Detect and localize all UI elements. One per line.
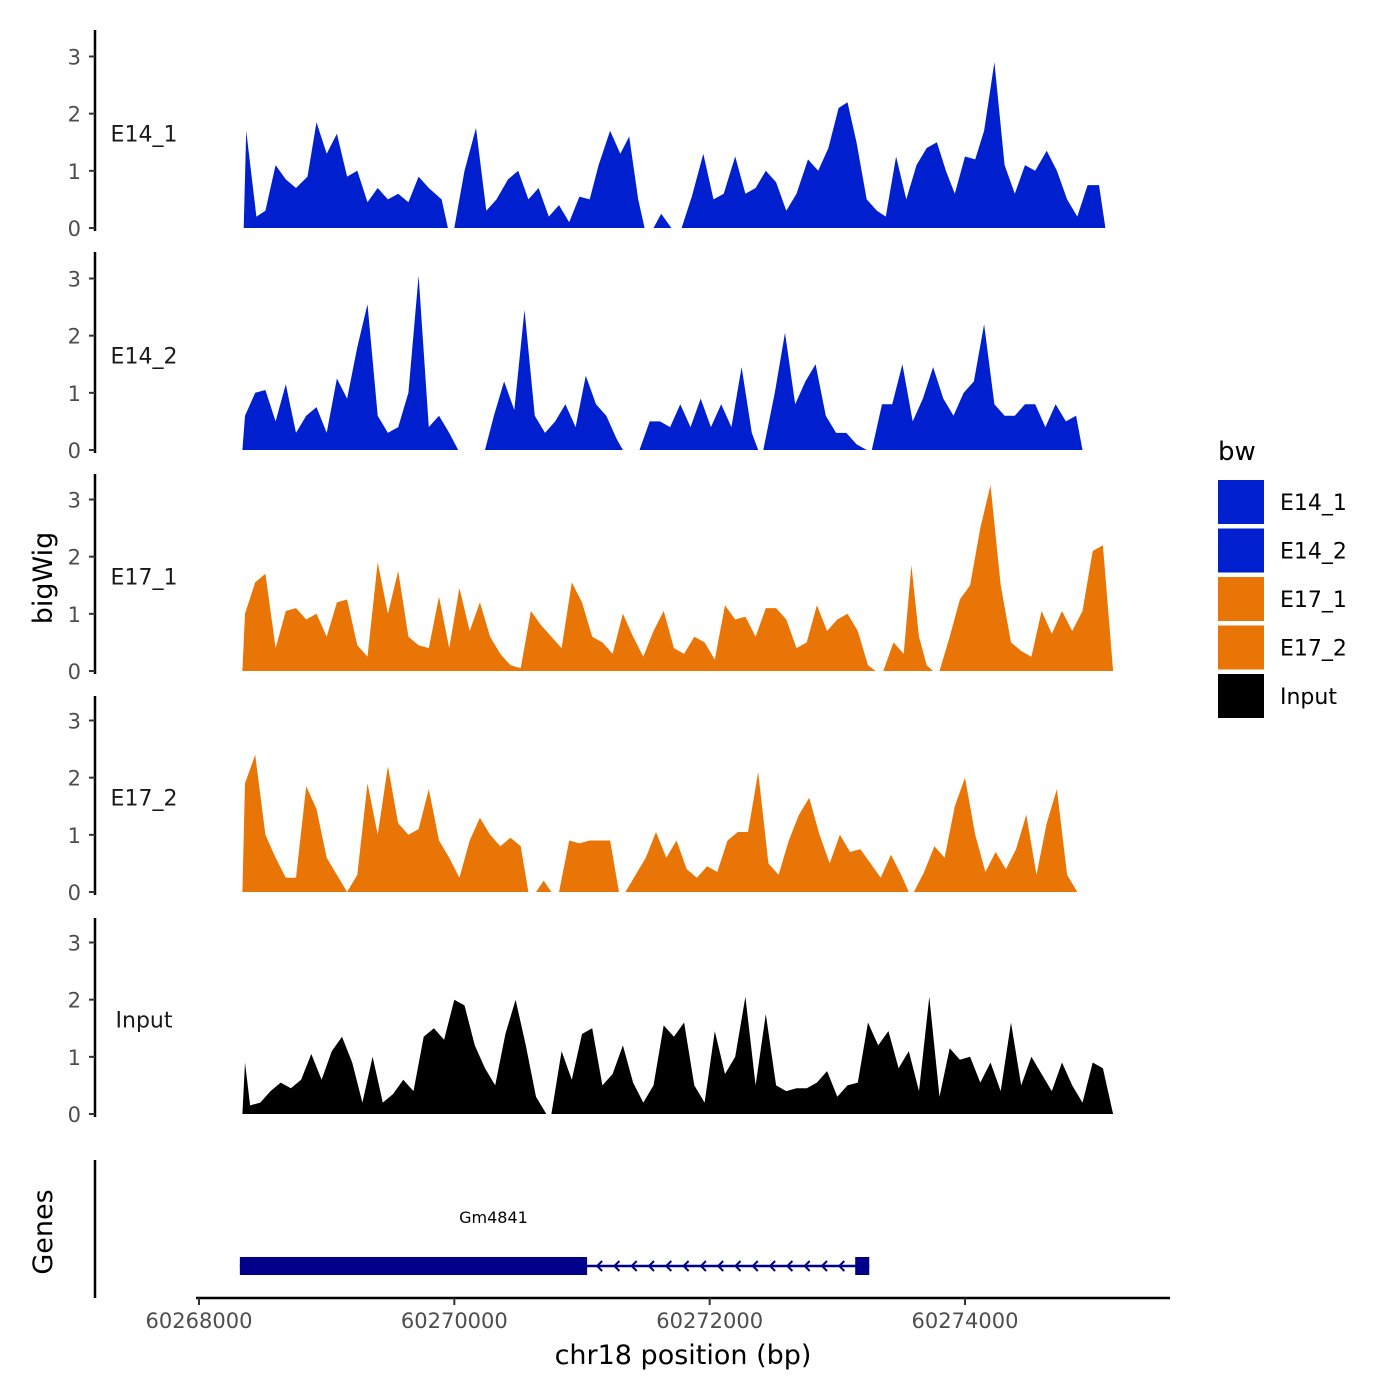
strand-arrow-icon [612,1260,621,1272]
track-label: E14_1 [111,123,178,148]
track-e14-1: 0 1 2 3 E14_1 [68,30,1106,241]
y-tick-label: 0 [68,217,81,241]
legend-swatch [1218,480,1264,524]
legend-swatch [1218,625,1264,670]
legend-label: Input [1280,685,1337,710]
legend-item: E14_2 [1218,528,1347,573]
track-label: Input [116,1009,173,1034]
track-e17-2: 0 1 2 3 E17_2 [68,696,1078,905]
x-tick-label: 60268000 [146,1309,253,1333]
signal-area [243,62,1106,229]
y-tick-label: 3 [68,489,81,513]
track-label: E17_2 [111,787,178,812]
strand-arrow-icon [699,1260,707,1272]
signal-area [242,754,1078,892]
signal-area [242,485,1114,671]
legend-item: E17_1 [1218,577,1347,621]
x-axis-title: chr18 position (bp) [555,1340,812,1371]
y-tick-label: 1 [68,603,81,627]
signal-area [242,996,1114,1114]
strand-arrow-icon [664,1260,673,1272]
y-tick-label: 0 [68,660,81,684]
genes-panel: Gm4841 [93,1160,870,1298]
track-input: 0 1 2 3 Input [68,918,1114,1127]
strand-arrow-icon [630,1260,638,1272]
genes-axis-title: Genes [28,1189,59,1274]
strand-arrow-icon [595,1260,603,1272]
gene-gm4841: Gm4841 [239,1208,870,1275]
y-tick-label: 2 [68,103,81,127]
y-tick-label: 2 [68,546,81,570]
track-panels: 0 1 2 3 E14_1 0 1 2 3 E14_2 0 1 2 3 E17_1 0 1 2 3 E17_2 0 1 2 3… [68,30,1114,1127]
y-tick-label: 1 [68,160,81,184]
track-e17-1: 0 1 2 3 E17_1 [68,474,1114,684]
strand-arrow-icon [682,1260,690,1272]
x-tick-label: 60270000 [401,1309,508,1333]
strand-arrow-icon [820,1260,828,1272]
y-tick-label: 1 [68,382,81,406]
y-tick-label: 3 [68,46,81,70]
signal-area [242,275,1083,450]
track-label: E14_2 [111,345,178,370]
strand-arrow-icon [734,1260,742,1272]
y-tick-label: 3 [68,932,81,956]
y-axis-title: bigWig [28,532,59,625]
gene-exon [239,1257,588,1275]
legend-item: Input [1218,674,1337,718]
legend-swatch [1218,577,1264,621]
legend: bw E14_1 E14_2 E17_1 E17_2 Input [1218,437,1347,718]
strand-arrow-icon [837,1260,846,1272]
strand-arrow-icon [751,1260,759,1272]
gene-exon [855,1257,870,1275]
track-e14-2: 0 1 2 3 E14_2 [68,252,1083,463]
x-tick-label: 60274000 [912,1309,1019,1333]
strand-arrow-icon [785,1260,794,1272]
strand-arrow-icon [803,1260,811,1272]
x-axis: 60268000 60270000 60272000 60274000 [146,1296,1170,1333]
y-tick-label: 1 [68,1046,81,1070]
y-tick-label: 2 [68,325,81,349]
strand-arrow-icon [716,1260,724,1272]
y-tick-label: 3 [68,710,81,734]
x-tick-label: 60272000 [656,1309,763,1333]
legend-item: E14_1 [1218,480,1347,524]
y-tick-label: 2 [68,767,81,791]
y-tick-label: 0 [68,881,81,905]
legend-item: E17_2 [1218,625,1347,670]
legend-swatch [1218,674,1264,718]
legend-label: E14_2 [1280,540,1347,565]
legend-label: E17_1 [1280,588,1347,613]
y-tick-label: 3 [68,268,81,292]
y-tick-label: 0 [68,439,81,463]
legend-swatch [1218,528,1264,573]
y-tick-label: 2 [68,989,81,1013]
legend-label: E14_1 [1280,491,1347,516]
strand-arrow-icon [768,1260,776,1272]
track-label: E17_1 [111,566,178,591]
y-tick-label: 1 [68,824,81,848]
gene-name-label: Gm4841 [459,1208,528,1227]
legend-label: E17_2 [1280,637,1347,662]
y-tick-label: 0 [68,1103,81,1127]
legend-title: bw [1218,437,1256,467]
strand-arrow-icon [647,1260,655,1272]
